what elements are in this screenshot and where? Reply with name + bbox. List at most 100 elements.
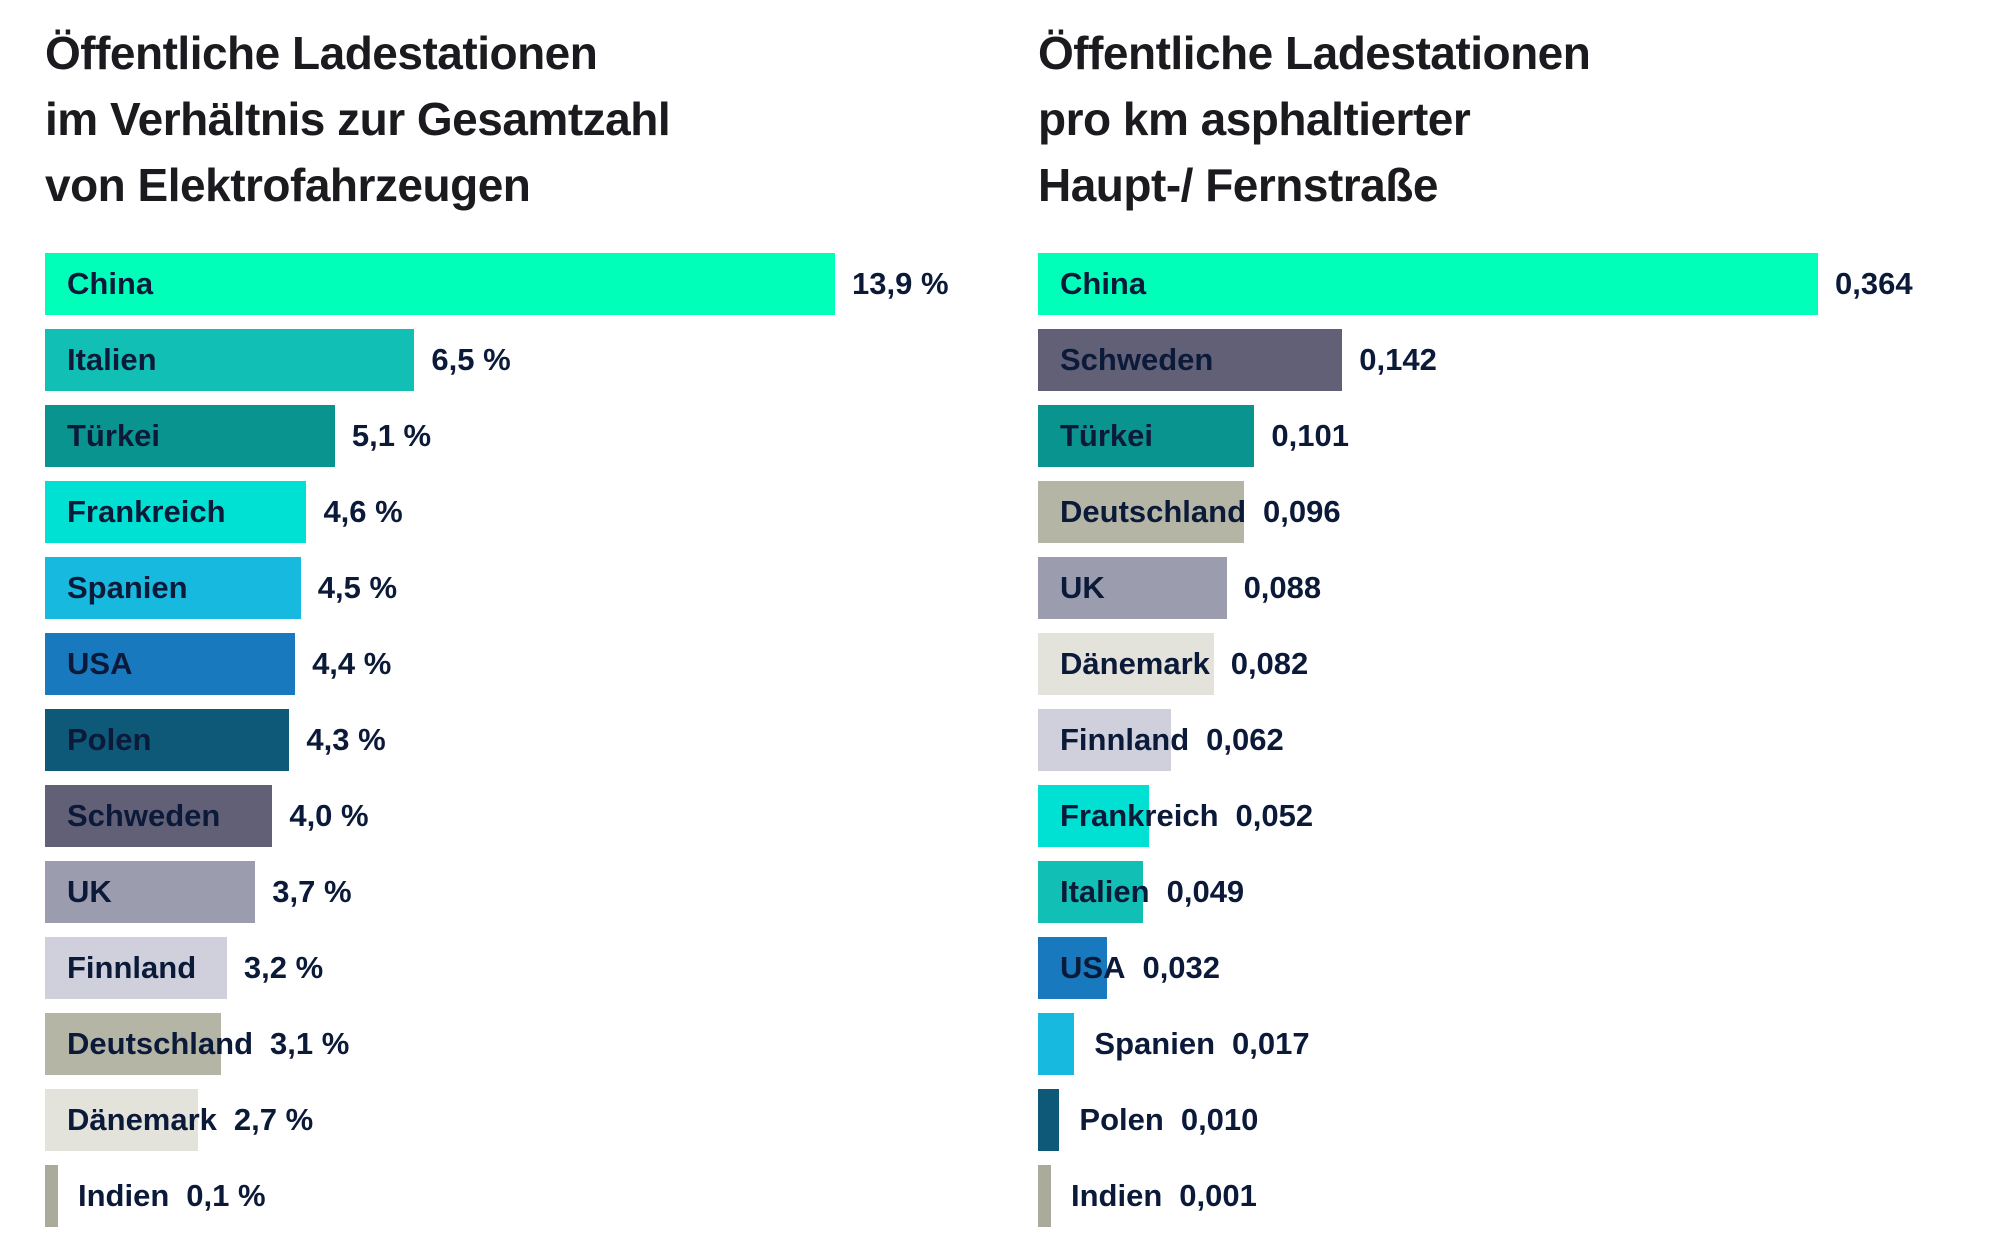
bar-value: 5,1 % xyxy=(351,418,432,453)
bar-row-türkei: Türkei 5,1 % xyxy=(45,405,835,467)
bar-value: 0,101 xyxy=(1271,418,1349,453)
bar-value: 4,3 % xyxy=(306,722,386,757)
bar xyxy=(1038,329,1343,391)
bar-row-china: China 0,364 xyxy=(1038,253,1913,315)
bar-value: 13,9 % xyxy=(852,266,949,301)
bar-label-box: UK xyxy=(45,861,255,923)
bar xyxy=(1038,481,1244,543)
bar-row-indien: Indien 0,1 % xyxy=(45,1165,835,1227)
bar-label: China xyxy=(67,266,154,301)
bar-label: Deutschland xyxy=(67,1026,254,1061)
bar-label: Türkei xyxy=(1060,418,1154,453)
bar xyxy=(1038,633,1214,695)
bar-chart: China 0,364 Schweden 0,142 Türkei 0,101 Deutsc… xyxy=(1038,253,1913,1241)
bar-label: Deutschland xyxy=(1060,494,1247,529)
bar-label-box: Türkei xyxy=(1038,405,1254,467)
bar-label-box: Frankreich xyxy=(45,481,306,543)
bar-label: Finnland xyxy=(1060,722,1190,757)
bar-row-polen: Polen 0,010 xyxy=(1038,1089,1818,1151)
bar-label-box: Polen xyxy=(1038,1089,1164,1151)
bar-label-box: Italien xyxy=(1038,861,1150,923)
bar-row-schweden: Schweden 4,0 % xyxy=(45,785,835,847)
bar-row-uk: UK 0,088 xyxy=(1038,557,1818,619)
bar xyxy=(45,861,256,923)
bar-label: Spanien xyxy=(67,570,188,605)
bar xyxy=(45,557,301,619)
bar-row-usa: USA 4,4 % xyxy=(45,633,835,695)
bar-row-spanien: Spanien 0,017 xyxy=(1038,1013,1818,1075)
bar xyxy=(45,709,290,771)
bar-value: 0,062 xyxy=(1206,722,1284,757)
bar xyxy=(45,329,415,391)
bar-label: Frankreich xyxy=(1060,798,1219,833)
bar-row-frankreich: Frankreich 4,6 % xyxy=(45,481,835,543)
bar-value: 0,1 % xyxy=(186,1178,266,1213)
bar-label-box: Finnland xyxy=(45,937,227,999)
bar-value: 0,032 xyxy=(1142,950,1221,985)
bar-label-box: Frankreich xyxy=(1038,785,1219,847)
bar xyxy=(1038,253,1818,315)
bar xyxy=(1038,1165,1051,1227)
bar-label-box: Italien xyxy=(45,329,414,391)
bar xyxy=(1038,1089,1060,1151)
bar-label: UK xyxy=(67,874,112,909)
bar-value: 2,7 % xyxy=(233,1102,314,1137)
right-chart: Öffentliche Ladestationen pro km asphalt… xyxy=(1038,20,1973,1240)
left-chart: Öffentliche Ladestationen im Verhältnis … xyxy=(45,20,980,1240)
bar xyxy=(1038,709,1171,771)
bar xyxy=(45,937,227,999)
bar xyxy=(1038,861,1143,923)
bar-label: USA xyxy=(67,646,133,681)
bar-label: Dänemark xyxy=(1060,646,1210,681)
bar-value: 0,052 xyxy=(1235,798,1314,833)
bar-label: Dänemark xyxy=(67,1102,217,1137)
bar-row-china: China 13,9 % xyxy=(45,253,949,315)
bar-label-box: UK xyxy=(1038,557,1227,619)
bar-value: 0,142 xyxy=(1359,342,1437,377)
bar-label-box: Dänemark xyxy=(1038,633,1214,695)
bar-row-italien: Italien 6,5 % xyxy=(45,329,835,391)
bar xyxy=(45,481,307,543)
bar-value: 0,049 xyxy=(1166,874,1245,909)
bar-label: Schweden xyxy=(1060,342,1214,377)
bar xyxy=(45,1013,222,1075)
bar-row-indien: Indien 0,001 xyxy=(1038,1165,1818,1227)
bar-value: 0,017 xyxy=(1232,1026,1310,1061)
bar-label: USA xyxy=(1060,950,1126,985)
bar xyxy=(1038,1013,1075,1075)
bar-label: Schweden xyxy=(67,798,221,833)
bar-label-box: Deutschland xyxy=(45,1013,253,1075)
bar-label-box: Deutschland xyxy=(1038,481,1246,543)
bar xyxy=(1038,937,1107,999)
bar-label-box: Schweden xyxy=(1038,329,1342,391)
bar-label: Italien xyxy=(1060,874,1150,909)
bar-value: 0,082 xyxy=(1230,646,1309,681)
bar-value: 4,5 % xyxy=(317,570,398,605)
bar-label: Spanien xyxy=(1094,1026,1216,1061)
chart-title: Öffentliche Ladestationen pro km asphalt… xyxy=(1038,27,1591,211)
bar-row-polen: Polen 4,3 % xyxy=(45,709,835,771)
bar-label: Indien xyxy=(78,1178,170,1213)
bar-label: Polen xyxy=(1079,1102,1164,1137)
bar-value: 3,1 % xyxy=(270,1026,350,1061)
bar-chart: China 13,9 % Italien 6,5 % Türkei 5,1 % Frankr… xyxy=(45,253,949,1241)
bar-row-usa: USA 0,032 xyxy=(1038,937,1818,999)
bar-row-türkei: Türkei 0,101 xyxy=(1038,405,1818,467)
bar-row-finnland: Finnland 3,2 % xyxy=(45,937,835,999)
bar-label-box: Türkei xyxy=(45,405,335,467)
bar-value: 3,2 % xyxy=(243,950,324,985)
bar-row-deutschland: Deutschland 0,096 xyxy=(1038,481,1818,543)
bar-label: Polen xyxy=(67,722,152,757)
bar-value: 0,096 xyxy=(1263,494,1341,529)
bar-label-box: China xyxy=(1038,253,1818,315)
bar-value: 4,4 % xyxy=(312,646,392,681)
bar xyxy=(45,1089,199,1151)
bar-value: 3,7 % xyxy=(272,874,352,909)
bar-value: 0,088 xyxy=(1243,570,1322,605)
bar-label: Türkei xyxy=(67,418,161,453)
bar-label: Indien xyxy=(1071,1178,1163,1213)
bar xyxy=(45,1165,58,1227)
bar-row-italien: Italien 0,049 xyxy=(1038,861,1818,923)
bar-label: Frankreich xyxy=(67,494,226,529)
bar-label-box: China xyxy=(45,253,835,315)
